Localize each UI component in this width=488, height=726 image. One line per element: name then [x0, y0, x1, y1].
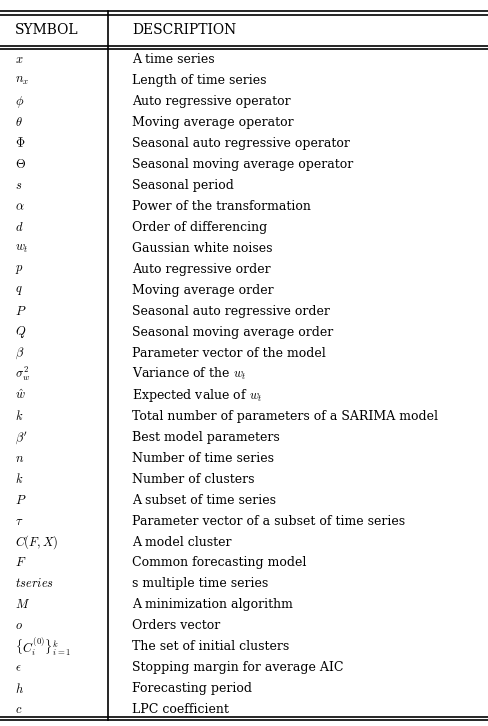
- Text: LPC coefficient: LPC coefficient: [132, 703, 228, 717]
- Text: Parameter vector of a subset of time series: Parameter vector of a subset of time ser…: [132, 515, 405, 528]
- Text: $\sigma_w^2$: $\sigma_w^2$: [15, 365, 30, 383]
- Text: $P$: $P$: [15, 494, 26, 507]
- Text: Expected value of $w_t$: Expected value of $w_t$: [132, 387, 263, 404]
- Text: Number of time series: Number of time series: [132, 452, 273, 465]
- Text: $Q$: $Q$: [15, 325, 26, 340]
- Text: $k$: $k$: [15, 409, 23, 423]
- Text: Power of the transformation: Power of the transformation: [132, 200, 310, 213]
- Text: $\Phi$: $\Phi$: [15, 137, 25, 150]
- Text: Auto regressive operator: Auto regressive operator: [132, 95, 290, 108]
- Text: $n_x$: $n_x$: [15, 74, 29, 87]
- Text: $o$: $o$: [15, 619, 22, 632]
- Text: A subset of time series: A subset of time series: [132, 494, 275, 507]
- Text: $d$: $d$: [15, 221, 23, 234]
- Text: Parameter vector of the model: Parameter vector of the model: [132, 347, 325, 360]
- Text: $x$: $x$: [15, 53, 23, 66]
- Text: $F$: $F$: [15, 556, 26, 569]
- Text: Common forecasting model: Common forecasting model: [132, 556, 306, 569]
- Text: $c$: $c$: [15, 703, 22, 717]
- Text: $\beta$: $\beta$: [15, 346, 24, 361]
- Text: $h$: $h$: [15, 682, 23, 696]
- Text: $\mathit{tseries}$: $\mathit{tseries}$: [15, 577, 54, 590]
- Text: $\Theta$: $\Theta$: [15, 158, 25, 171]
- Text: $\alpha$: $\alpha$: [15, 200, 24, 213]
- Text: Moving average order: Moving average order: [132, 284, 273, 297]
- Text: Number of clusters: Number of clusters: [132, 473, 254, 486]
- Text: Seasonal auto regressive operator: Seasonal auto regressive operator: [132, 137, 349, 150]
- Text: $s$: $s$: [15, 179, 22, 192]
- Text: $\beta'$: $\beta'$: [15, 429, 27, 446]
- Text: Gaussian white noises: Gaussian white noises: [132, 242, 272, 255]
- Text: A minimization algorithm: A minimization algorithm: [132, 598, 292, 611]
- Text: Seasonal moving average operator: Seasonal moving average operator: [132, 158, 352, 171]
- Text: Auto regressive order: Auto regressive order: [132, 263, 270, 276]
- Text: Total number of parameters of a SARIMA model: Total number of parameters of a SARIMA m…: [132, 409, 437, 423]
- Text: $P$: $P$: [15, 305, 26, 318]
- Text: $\phi$: $\phi$: [15, 94, 24, 110]
- Text: $\hat{w}$: $\hat{w}$: [15, 388, 25, 402]
- Text: SYMBOL: SYMBOL: [15, 23, 78, 37]
- Text: $\theta$: $\theta$: [15, 116, 22, 129]
- Text: $w_t$: $w_t$: [15, 242, 28, 255]
- Text: Seasonal auto regressive order: Seasonal auto regressive order: [132, 305, 329, 318]
- Text: $n$: $n$: [15, 452, 24, 465]
- Text: $M$: $M$: [15, 598, 30, 611]
- Text: s multiple time series: s multiple time series: [132, 577, 268, 590]
- Text: DESCRIPTION: DESCRIPTION: [132, 23, 236, 37]
- Text: Best model parameters: Best model parameters: [132, 431, 279, 444]
- Text: $C(F, X)$: $C(F, X)$: [15, 533, 58, 551]
- Text: Orders vector: Orders vector: [132, 619, 220, 632]
- Text: $k$: $k$: [15, 472, 23, 486]
- Text: Stopping margin for average AIC: Stopping margin for average AIC: [132, 661, 343, 674]
- Text: Moving average operator: Moving average operator: [132, 116, 293, 129]
- Text: A time series: A time series: [132, 53, 214, 66]
- Text: $\{C_i^{(0)}\}_{i=1}^k$: $\{C_i^{(0)}\}_{i=1}^k$: [15, 636, 71, 658]
- Text: Seasonal moving average order: Seasonal moving average order: [132, 326, 333, 339]
- Text: Seasonal period: Seasonal period: [132, 179, 233, 192]
- Text: A model cluster: A model cluster: [132, 536, 231, 549]
- Text: $\epsilon$: $\epsilon$: [15, 661, 21, 674]
- Text: Forecasting period: Forecasting period: [132, 682, 251, 696]
- Text: Length of time series: Length of time series: [132, 74, 266, 87]
- Text: $q$: $q$: [15, 284, 22, 297]
- Text: $p$: $p$: [15, 263, 23, 276]
- Text: Order of differencing: Order of differencing: [132, 221, 267, 234]
- Text: The set of initial clusters: The set of initial clusters: [132, 640, 289, 653]
- Text: Variance of the $w_t$: Variance of the $w_t$: [132, 366, 246, 383]
- Text: $\tau$: $\tau$: [15, 515, 23, 528]
